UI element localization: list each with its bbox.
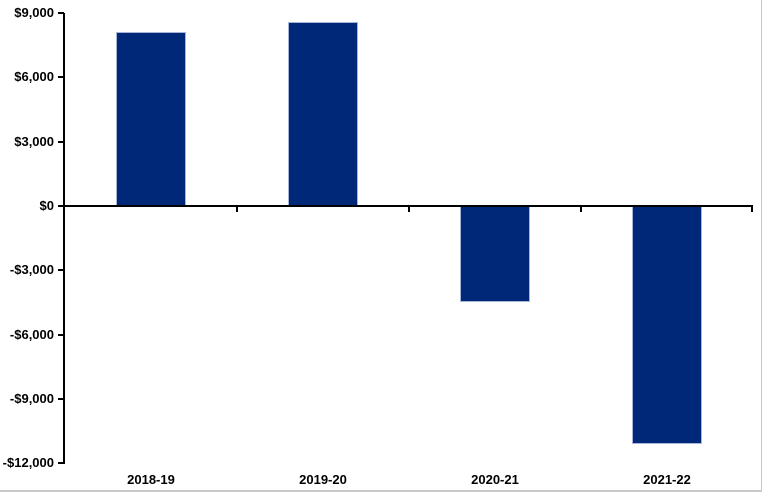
x-category-label: 2020-21 — [471, 472, 519, 487]
x-category-label: 2018-19 — [127, 472, 175, 487]
y-tick — [58, 269, 64, 271]
y-tick-label: $0 — [39, 198, 54, 213]
y-tick — [58, 334, 64, 336]
y-tick-label: $3,000 — [14, 134, 54, 149]
x-axis-zero-line — [64, 205, 753, 207]
bar-2020-21 — [460, 205, 530, 303]
y-tick — [58, 205, 64, 207]
y-axis-line — [63, 13, 65, 464]
x-category-label: 2021-22 — [643, 472, 691, 487]
bar-2018-19 — [116, 32, 186, 206]
y-tick-label: -$12,000 — [2, 455, 54, 470]
x-tick — [751, 207, 753, 212]
y-tick — [58, 76, 64, 78]
bar-2021-22 — [632, 205, 702, 444]
y-tick — [58, 398, 64, 400]
y-tick — [58, 462, 64, 464]
x-category-label: 2019-20 — [299, 472, 347, 487]
y-tick-label: $6,000 — [14, 69, 54, 84]
x-tick — [580, 207, 582, 212]
y-tick-label: -$3,000 — [9, 262, 54, 277]
y-tick — [58, 12, 64, 14]
y-tick-label: -$9,000 — [9, 391, 54, 406]
bar-2019-20 — [288, 21, 358, 206]
x-tick — [408, 207, 410, 212]
y-tick-label: $9,000 — [14, 5, 54, 20]
y-tick — [58, 141, 64, 143]
x-tick — [236, 207, 238, 212]
y-tick-label: -$6,000 — [9, 327, 54, 342]
